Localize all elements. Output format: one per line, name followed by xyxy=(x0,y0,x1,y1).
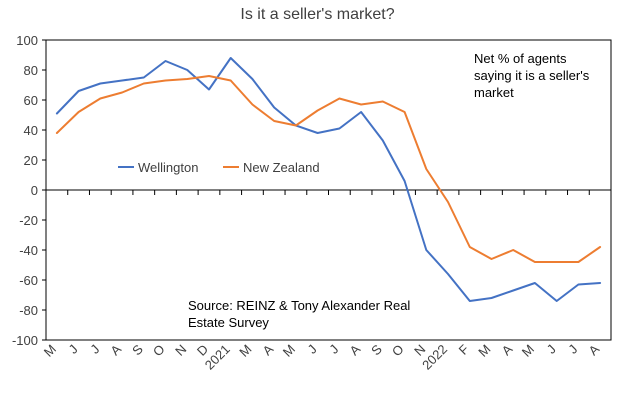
legend-label: Wellington xyxy=(138,160,198,175)
y-tick-label: -60 xyxy=(19,273,38,288)
x-tick-label: A xyxy=(586,341,603,358)
x-tick-label: A xyxy=(346,341,363,358)
x-tick-label: S xyxy=(368,341,385,358)
source-line: Source: REINZ & Tony Alexander Real xyxy=(188,298,411,313)
y-tick-label: -20 xyxy=(19,213,38,228)
chart-title: Is it a seller's market? xyxy=(240,6,395,23)
x-tick-label: J xyxy=(66,342,81,357)
x-tick-label: J xyxy=(544,342,559,357)
x-tick-label: A xyxy=(260,341,277,358)
annotation-line: saying it is a seller's xyxy=(474,68,590,83)
x-tick-label: 2021 xyxy=(202,342,233,373)
legend-label: New Zealand xyxy=(243,160,320,175)
x-tick-label: M xyxy=(280,342,298,360)
x-tick-label: O xyxy=(150,342,168,360)
chart-annotation: Net % of agents saying it is a seller's … xyxy=(474,50,589,101)
x-tick-label: M xyxy=(519,342,537,360)
x-tick-label: J xyxy=(565,342,580,357)
y-tick-label: 80 xyxy=(24,63,38,78)
x-tick-label: J xyxy=(326,342,341,357)
y-tick-label: 60 xyxy=(24,93,38,108)
series-lines xyxy=(55,57,602,302)
x-tick-label: 2022 xyxy=(419,342,450,373)
x-tick-label: N xyxy=(172,342,189,359)
y-tick-label: -40 xyxy=(19,243,38,258)
y-tick-label: -80 xyxy=(19,303,38,318)
y-tick-label: 40 xyxy=(24,123,38,138)
series-line-new-zealand xyxy=(55,75,602,263)
x-tick-label: M xyxy=(41,342,59,360)
legend: Wellington New Zealand xyxy=(118,160,320,175)
x-tick-label: M xyxy=(236,342,254,360)
y-tick-label: -100 xyxy=(12,333,38,348)
annotation-line: Net % of agents xyxy=(474,51,567,66)
source-line: Estate Survey xyxy=(188,315,269,330)
x-tick-label: M xyxy=(475,342,493,360)
series-line-wellington xyxy=(55,57,602,302)
x-tick-label: J xyxy=(87,342,102,357)
y-tick-label: 0 xyxy=(31,183,38,198)
x-tick-label: F xyxy=(456,341,472,357)
x-tick-label: O xyxy=(389,342,407,360)
x-tick-label: A xyxy=(499,341,516,358)
y-tick-label: 20 xyxy=(24,153,38,168)
source-note: Source: REINZ & Tony Alexander Real Esta… xyxy=(188,297,410,331)
x-tick-label: S xyxy=(129,341,146,358)
annotation-line: market xyxy=(474,85,514,100)
x-tick-label: A xyxy=(107,341,124,358)
x-tick-label: J xyxy=(305,342,320,357)
y-tick-label: 100 xyxy=(16,33,38,48)
